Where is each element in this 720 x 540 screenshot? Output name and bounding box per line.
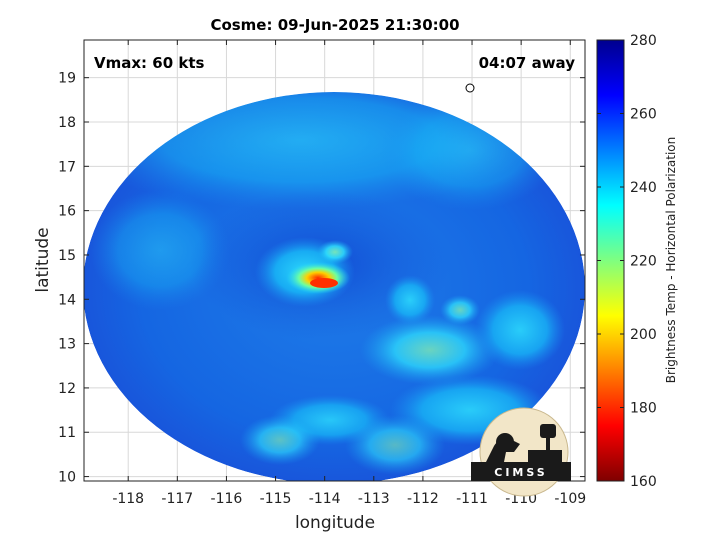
y-tick-label: 18 xyxy=(58,115,76,131)
y-ticks: 10 11 12 13 14 15 16 17 18 19 xyxy=(58,71,585,486)
chart-title: Cosme: 09-Jun-2025 21:30:00 xyxy=(210,16,459,34)
rainband-2 xyxy=(475,290,565,370)
y-tick-label: 13 xyxy=(58,337,76,353)
vmax-annotation: Vmax: 60 kts xyxy=(94,54,204,72)
storm-core xyxy=(286,262,350,294)
colorbar-tick-label: 260 xyxy=(630,107,657,123)
rainband-6 xyxy=(345,415,445,475)
colorbar-ticks: 160 180 200 220 240 260 280 xyxy=(597,33,657,490)
y-tick-label: 14 xyxy=(58,292,76,308)
x-tick-label: -112 xyxy=(407,491,439,507)
colorbar xyxy=(596,39,625,482)
y-tick-label: 15 xyxy=(58,248,76,264)
rainband-8 xyxy=(440,295,480,325)
rainband-5 xyxy=(240,415,320,465)
y-axis-label: latitude xyxy=(33,227,53,292)
x-tick-label: -115 xyxy=(260,491,292,507)
x-tick-label: -113 xyxy=(358,491,390,507)
y-tick-label: 11 xyxy=(58,425,76,441)
y-tick-label: 17 xyxy=(58,159,76,175)
axes-frame xyxy=(83,39,586,482)
colorbar-label: Brightness Temp - Horizontal Polarizatio… xyxy=(664,137,678,384)
x-tick-label: -116 xyxy=(211,491,243,507)
colorbar-tick-label: 240 xyxy=(630,180,657,196)
rainband-1 xyxy=(360,315,500,385)
colorbar-tick-label: 220 xyxy=(630,254,657,270)
x-tick-label: -117 xyxy=(161,491,193,507)
y-tick-label: 10 xyxy=(58,470,76,486)
y-tick-label: 12 xyxy=(58,381,76,397)
x-tick-label: -114 xyxy=(309,491,341,507)
logo-building xyxy=(528,450,562,462)
x-axis-label: longitude xyxy=(295,513,375,533)
cimss-logo: CIMSS xyxy=(471,407,571,497)
y-tick-label: 19 xyxy=(58,71,76,87)
logo-tower-tank xyxy=(540,424,556,438)
colorbar-tick-label: 200 xyxy=(630,327,657,343)
x-tick-label: -111 xyxy=(456,491,488,507)
y-tick-label: 16 xyxy=(58,204,76,220)
marker-icon xyxy=(465,83,475,93)
x-tick-label: -109 xyxy=(554,491,586,507)
colorbar-tick-label: 180 xyxy=(630,401,657,417)
logo-dish xyxy=(496,433,514,451)
colorbar-tick-label: 280 xyxy=(630,33,657,49)
time-away-annotation: 04:07 away xyxy=(479,54,576,72)
north-core-arc xyxy=(317,240,353,264)
storm-core-hot xyxy=(310,278,338,288)
logo-text: CIMSS xyxy=(494,466,547,479)
brightness-temperature-image xyxy=(84,83,585,481)
colorbar-tick-label: 160 xyxy=(630,474,657,490)
x-tick-label: -118 xyxy=(112,491,144,507)
logo-ground xyxy=(471,462,571,481)
rainband-7 xyxy=(385,275,435,325)
